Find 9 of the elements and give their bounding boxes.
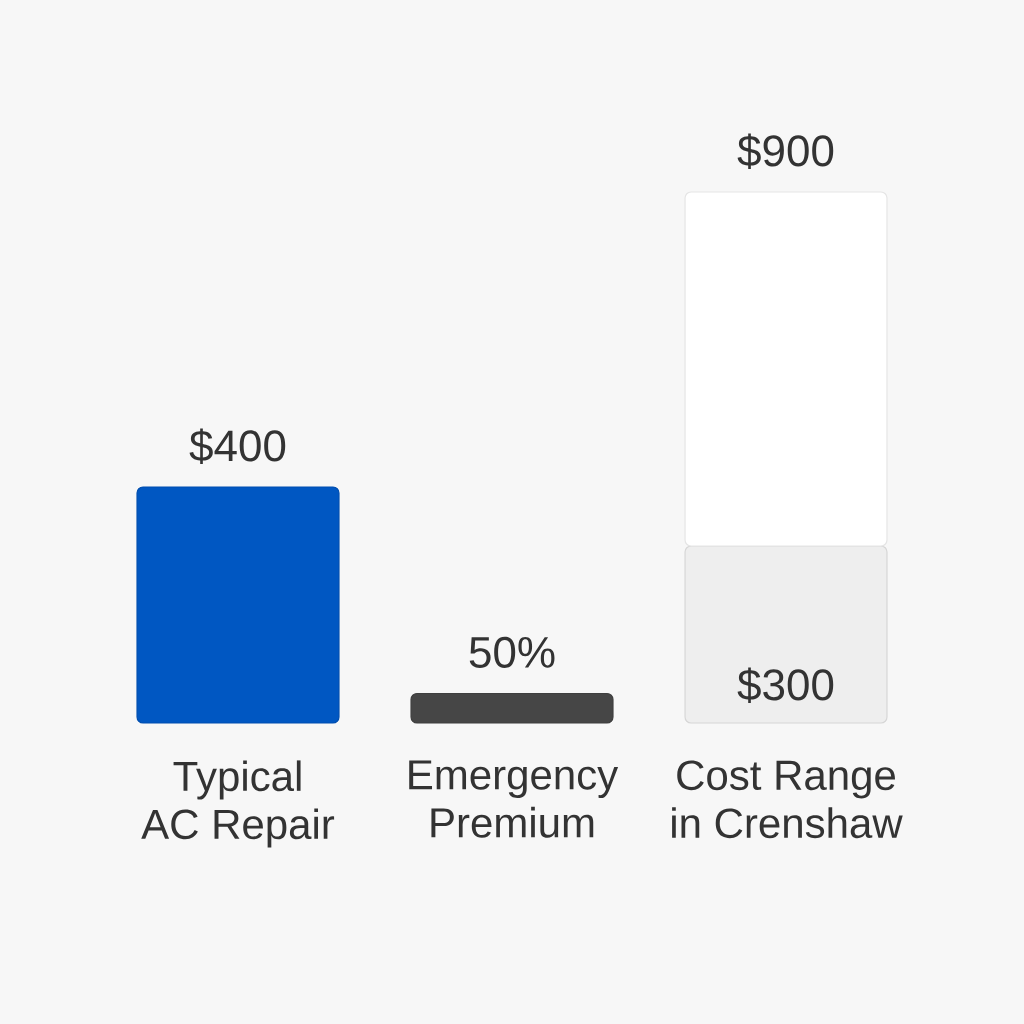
data-label: $400 bbox=[189, 428, 286, 465]
bar bbox=[136, 486, 340, 724]
x-tick-label: Emergency Premium bbox=[409, 760, 619, 838]
total-label: $900 bbox=[737, 133, 834, 170]
bar bbox=[410, 692, 614, 724]
data-label: 50% bbox=[469, 636, 555, 668]
data-label: $300 bbox=[737, 667, 834, 704]
x-tick-label: Cost Range in Crenshaw bbox=[672, 760, 903, 839]
x-tick-label: Typical AC Repair bbox=[141, 760, 335, 848]
